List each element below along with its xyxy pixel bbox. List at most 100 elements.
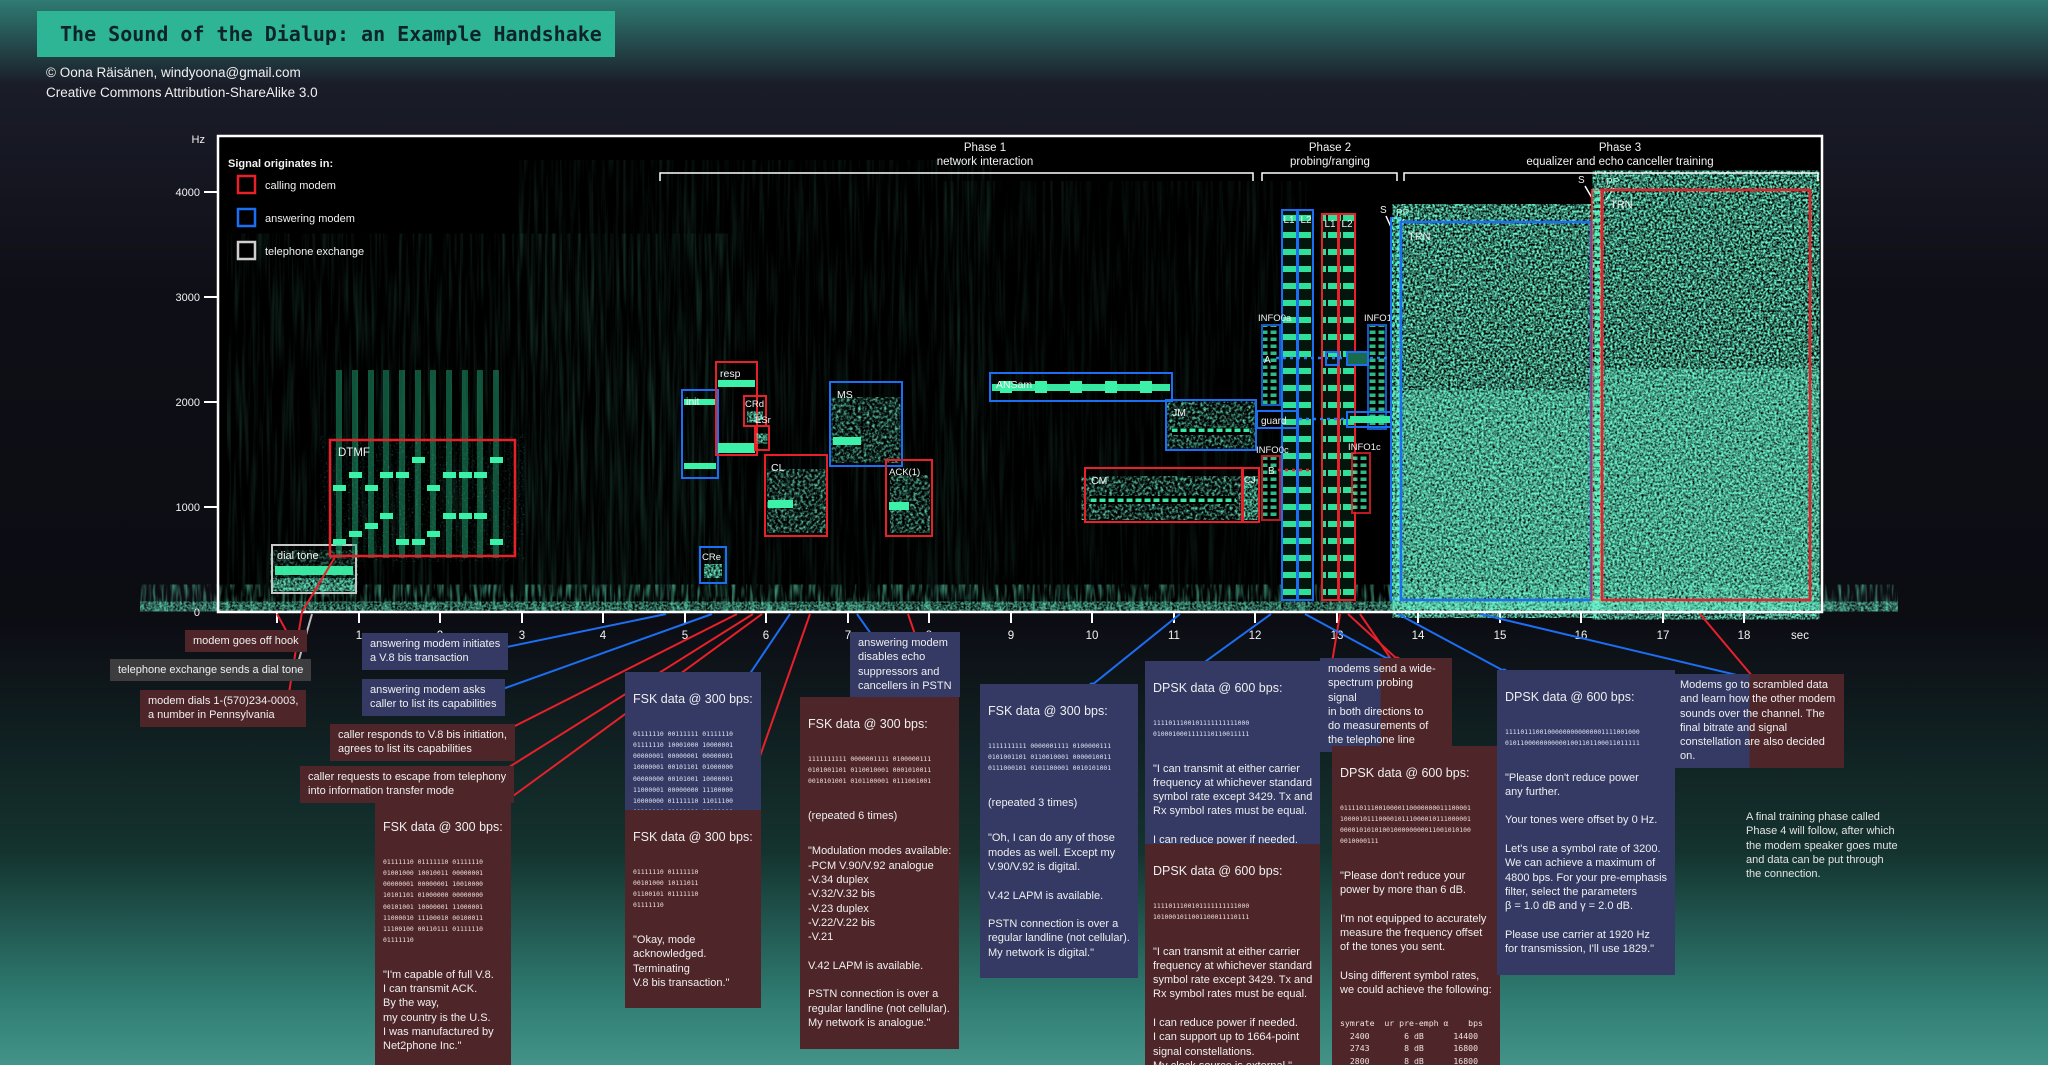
- svg-text:L1: L1: [1283, 215, 1295, 226]
- annotation-title: FSK data @ 300 bps:: [633, 830, 753, 845]
- annotation-title: FSK data @ 300 bps:: [633, 692, 753, 707]
- annotation-dpsk2: DPSK data @ 600 bps: 1111011100101111111…: [1145, 844, 1321, 1065]
- svg-text:18: 18: [1738, 630, 1751, 642]
- annotation-body: "Please don't reduce your power by more …: [1340, 869, 1492, 997]
- signal-v8bis-cluster: init resp CRd ESr CRe CL MS: [681, 361, 933, 584]
- annotation-fsk1: FSK data @ 300 bps: 01111110 01111110 01…: [375, 800, 511, 1065]
- legend: Signal originates in: calling modem answ…: [228, 158, 364, 261]
- annotation-quote: "Okay, mode acknowledged. Terminating V.…: [633, 933, 730, 989]
- annotation-fsk3: FSK data @ 300 bps: 01111110 01111110 00…: [625, 810, 761, 1009]
- svg-text:Hz: Hz: [192, 134, 205, 146]
- annotation-fsk5: FSK data @ 300 bps: 1111111111 000000111…: [980, 684, 1138, 979]
- svg-text:telephone exchange: telephone exchange: [265, 246, 364, 258]
- annotation-title: DPSK data @ 600 bps:: [1505, 690, 1635, 705]
- svg-text:1000: 1000: [176, 502, 200, 514]
- annotation-dialtone: telephone exchange sends a dial tone: [110, 659, 312, 682]
- svg-text:CM: CM: [1091, 475, 1107, 487]
- annotation-fsk4: FSK data @ 300 bps: 1111111111 000000111…: [800, 697, 960, 1049]
- legend-swatch-answering: [236, 207, 257, 228]
- svg-text:ACK(1): ACK(1): [889, 467, 920, 478]
- annotation-dpsk3: DPSK data @ 600 bps: 0111101110010000110…: [1332, 746, 1500, 1065]
- annotation-binary: 11110111001000000000000001111001000 0101…: [1505, 727, 1640, 748]
- svg-text:3000: 3000: [176, 292, 200, 304]
- annotation-asks: answering modem asks caller to list its …: [362, 679, 505, 716]
- legend-swatch-exchange: [236, 240, 257, 261]
- svg-text:network interaction: network interaction: [937, 156, 1034, 168]
- annotation-quote: "Modulation modes available: -PCM V.90/V…: [808, 845, 952, 1029]
- svg-text:CJ: CJ: [1244, 475, 1256, 486]
- annotation-title: FSK data @ 300 bps:: [383, 820, 503, 835]
- svg-text:TRN: TRN: [1610, 199, 1633, 211]
- svg-text:11: 11: [1168, 630, 1180, 642]
- svg-text:7: 7: [845, 630, 851, 642]
- svg-text:probing/ranging: probing/ranging: [1290, 156, 1370, 168]
- annotation-offhook: modem goes off hook: [185, 630, 307, 653]
- svg-text:CL: CL: [771, 462, 785, 474]
- svg-text:4: 4: [600, 630, 607, 642]
- annotation-title: DPSK data @ 600 bps:: [1153, 864, 1283, 879]
- svg-text:equalizer and echo canceller t: equalizer and echo canceller training: [1526, 156, 1713, 168]
- signal-trn-answering: S PP TRN: [1380, 205, 1593, 602]
- table-rows: 2400 6 dB 14400 2743 8 dB 16800 2800 8 d…: [1349, 1030, 1479, 1065]
- legend-swatch-calling: [236, 174, 257, 195]
- svg-text:L1: L1: [1324, 219, 1336, 230]
- annotation-quote: "Please don't reduce power any further. …: [1505, 771, 1668, 956]
- svg-text:10: 10: [1086, 630, 1099, 642]
- annotation-dials: modem dials 1-(570)234-0003, a number in…: [140, 690, 307, 727]
- svg-text:15: 15: [1494, 630, 1507, 642]
- svg-text:PP: PP: [1396, 208, 1410, 219]
- annotation-title: DPSK data @ 600 bps:: [1153, 681, 1283, 696]
- annotation-quote: "Oh, I can do any of those modes as well…: [988, 832, 1130, 959]
- svg-text:MS: MS: [837, 389, 853, 401]
- svg-text:TRN: TRN: [1408, 231, 1431, 243]
- svg-text:guard: guard: [1261, 416, 1287, 427]
- svg-text:CRd: CRd: [745, 399, 764, 410]
- svg-text:L2: L2: [1341, 219, 1353, 230]
- svg-text:B: B: [1268, 466, 1275, 477]
- svg-text:Signal originates in:: Signal originates in:: [228, 158, 333, 170]
- annotation-disables: answering modem disables echo suppressor…: [850, 632, 960, 698]
- svg-text:ANSam: ANSam: [996, 379, 1032, 391]
- svg-text:9: 9: [1008, 630, 1014, 642]
- svg-text:INFO0c: INFO0c: [1256, 445, 1289, 456]
- annotation-title: FSK data @ 300 bps:: [988, 704, 1108, 719]
- annotation-binary: 1111011100101111111111000 10100010110011…: [1153, 901, 1250, 922]
- annotation-quote: "I can transmit at either carrier freque…: [1153, 945, 1313, 1065]
- svg-text:INFO1c: INFO1c: [1348, 442, 1381, 453]
- annotation-title: DPSK data @ 600 bps:: [1340, 766, 1470, 781]
- phase-headers: Phase 1 network interaction Phase 2 prob…: [659, 142, 1819, 181]
- svg-text:init: init: [686, 396, 700, 408]
- plot-frame: [216, 134, 1824, 614]
- annotation-escape: caller requests to escape from telephony…: [300, 766, 515, 803]
- svg-text:2000: 2000: [176, 397, 200, 409]
- annotation-binary: 01111110 00111111 01111110 01111110 1000…: [633, 729, 734, 816]
- svg-text:INFO1a: INFO1a: [1364, 313, 1398, 324]
- annotation-note: (repeated 3 times): [988, 796, 1078, 809]
- signal-dtmf: DTMF: [328, 370, 517, 558]
- svg-text:INFO0a: INFO0a: [1258, 313, 1292, 324]
- svg-text:sec: sec: [1791, 630, 1809, 642]
- dtmf-tones: [333, 457, 503, 545]
- svg-text:12: 12: [1249, 630, 1262, 642]
- svg-text:1: 1: [356, 630, 362, 642]
- svg-text:resp: resp: [720, 368, 741, 380]
- annotation-scrambled: Modems go to scrambled data and learn ho…: [1672, 674, 1844, 768]
- signal-trn-calling: S PP TRN: [1578, 175, 1812, 602]
- svg-text:6: 6: [763, 630, 769, 642]
- annotation-quote: "I'm capable of full V.8. I can transmit…: [383, 968, 494, 1053]
- svg-text:calling modem: calling modem: [265, 180, 336, 192]
- annotation-title: FSK data @ 300 bps:: [808, 717, 928, 732]
- signal-phase2-cluster: L1 L2 L1 L2 INFO0a INFO1a INFO0c INFO1c …: [1256, 209, 1398, 601]
- annotation-binary: 1111111111 0000001111 0100000111 0101001…: [808, 754, 932, 786]
- y-axis: Hz 4000 3000 2000 1000 0: [176, 134, 218, 619]
- svg-text:CRe: CRe: [702, 552, 721, 563]
- annotation-probe: modems send a wide- spectrum probing sig…: [1320, 658, 1452, 752]
- svg-text:5: 5: [682, 630, 688, 642]
- page-title: The Sound of the Dialup: an Example Hand…: [37, 11, 615, 57]
- table-header: symrate ur pre-emph α bps: [1340, 1017, 1483, 1028]
- annotation-binary: 1111011100101111111111000 01000100011111…: [1153, 718, 1250, 739]
- svg-text:L2: L2: [1300, 215, 1312, 226]
- annotation-binary: 0111101110010000110000000011100001 10000…: [1340, 803, 1471, 846]
